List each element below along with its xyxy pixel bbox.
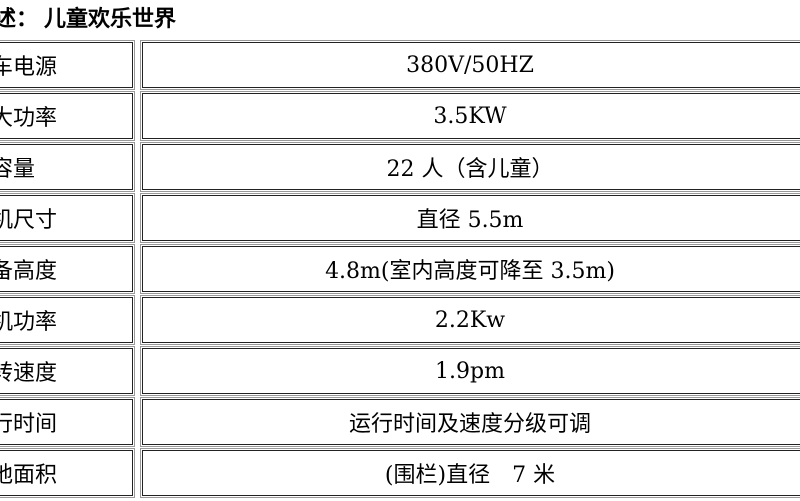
row-label: 地面积 <box>0 448 135 498</box>
row-value: 3.5KW <box>140 91 800 141</box>
row-value: 22 人（含儿童） <box>140 142 800 192</box>
row-value: 2.2Kw <box>140 295 800 345</box>
row-label: 转速度 <box>0 346 135 396</box>
row-value: 380V/50HZ <box>140 40 800 90</box>
row-value: 4.8m(室内高度可降至 3.5m) <box>140 244 800 294</box>
row-label: 大功率 <box>0 91 135 141</box>
title-prefix: 述： <box>0 7 39 32</box>
row-value: 运行时间及速度分级可调 <box>140 397 800 447</box>
row-label: 备高度 <box>0 244 135 294</box>
title-bar: 述： 儿童欢乐世界 <box>0 4 176 36</box>
title: 儿童欢乐世界 <box>44 7 177 32</box>
row-label: 容量 <box>0 142 135 192</box>
row-label: 机功率 <box>0 295 135 345</box>
row-label: 车电源 <box>0 40 135 90</box>
row-value: 1.9pm <box>140 346 800 396</box>
row-label: 机尺寸 <box>0 193 135 243</box>
row-label: 行时间 <box>0 397 135 447</box>
row-value: 直径 5.5m <box>140 193 800 243</box>
row-value: (围栏)直径 7 米 <box>140 448 800 498</box>
